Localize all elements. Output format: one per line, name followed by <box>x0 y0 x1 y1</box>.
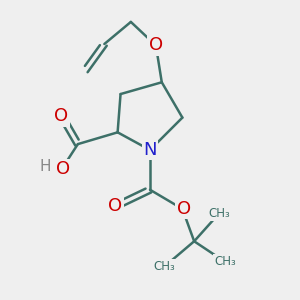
Text: O: O <box>56 160 70 178</box>
Text: O: O <box>109 197 123 215</box>
Text: O: O <box>54 107 68 125</box>
Text: CH₃: CH₃ <box>154 260 176 273</box>
Text: H: H <box>40 159 51 174</box>
Text: N: N <box>143 141 157 159</box>
Text: O: O <box>177 200 191 218</box>
Text: CH₃: CH₃ <box>208 207 230 220</box>
Text: CH₃: CH₃ <box>214 255 236 268</box>
Text: O: O <box>149 37 163 55</box>
